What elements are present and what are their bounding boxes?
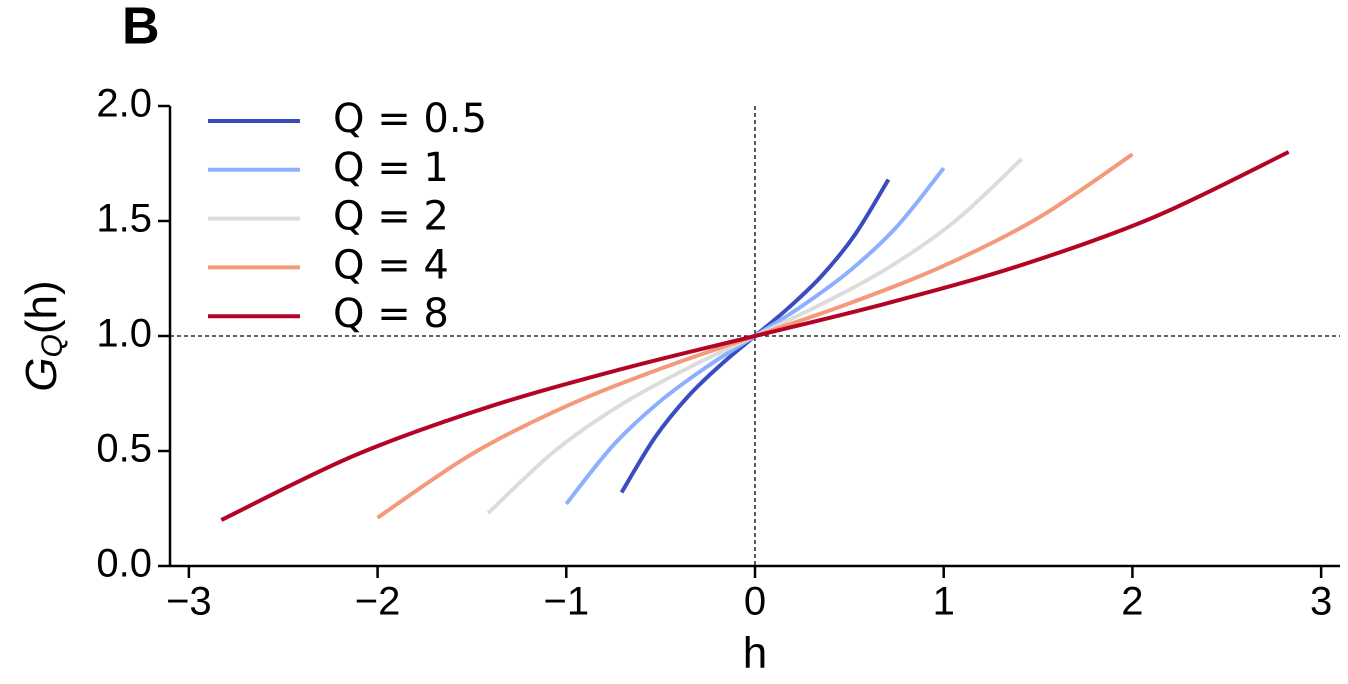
y-tick-label: 0.5 xyxy=(96,427,152,471)
y-axis-label: GQ(h) xyxy=(17,280,69,391)
x-tick-label: −1 xyxy=(543,580,589,624)
x-axis-label: h xyxy=(743,629,767,678)
x-tick-label: −2 xyxy=(355,580,401,624)
x-tick-label: −3 xyxy=(166,580,212,624)
y-tick-label: 0.0 xyxy=(96,542,152,586)
legend-label: Q = 0.5 xyxy=(333,96,487,142)
legend-label: Q = 4 xyxy=(333,242,449,288)
legend-label: Q = 1 xyxy=(333,145,449,191)
x-tick-label: 1 xyxy=(933,580,955,624)
panel-label: B xyxy=(122,0,160,56)
legend-label: Q = 8 xyxy=(333,291,449,337)
x-tick-label: 3 xyxy=(1310,580,1332,624)
y-tick-label: 1.0 xyxy=(96,312,152,356)
line-series xyxy=(220,150,1290,522)
y-tick-label: 1.5 xyxy=(96,197,152,241)
legend-label: Q = 2 xyxy=(333,194,449,240)
x-tick-label: 2 xyxy=(1121,580,1143,624)
y-tick-label: 2.0 xyxy=(96,82,152,126)
x-tick-label: 0 xyxy=(744,580,766,624)
